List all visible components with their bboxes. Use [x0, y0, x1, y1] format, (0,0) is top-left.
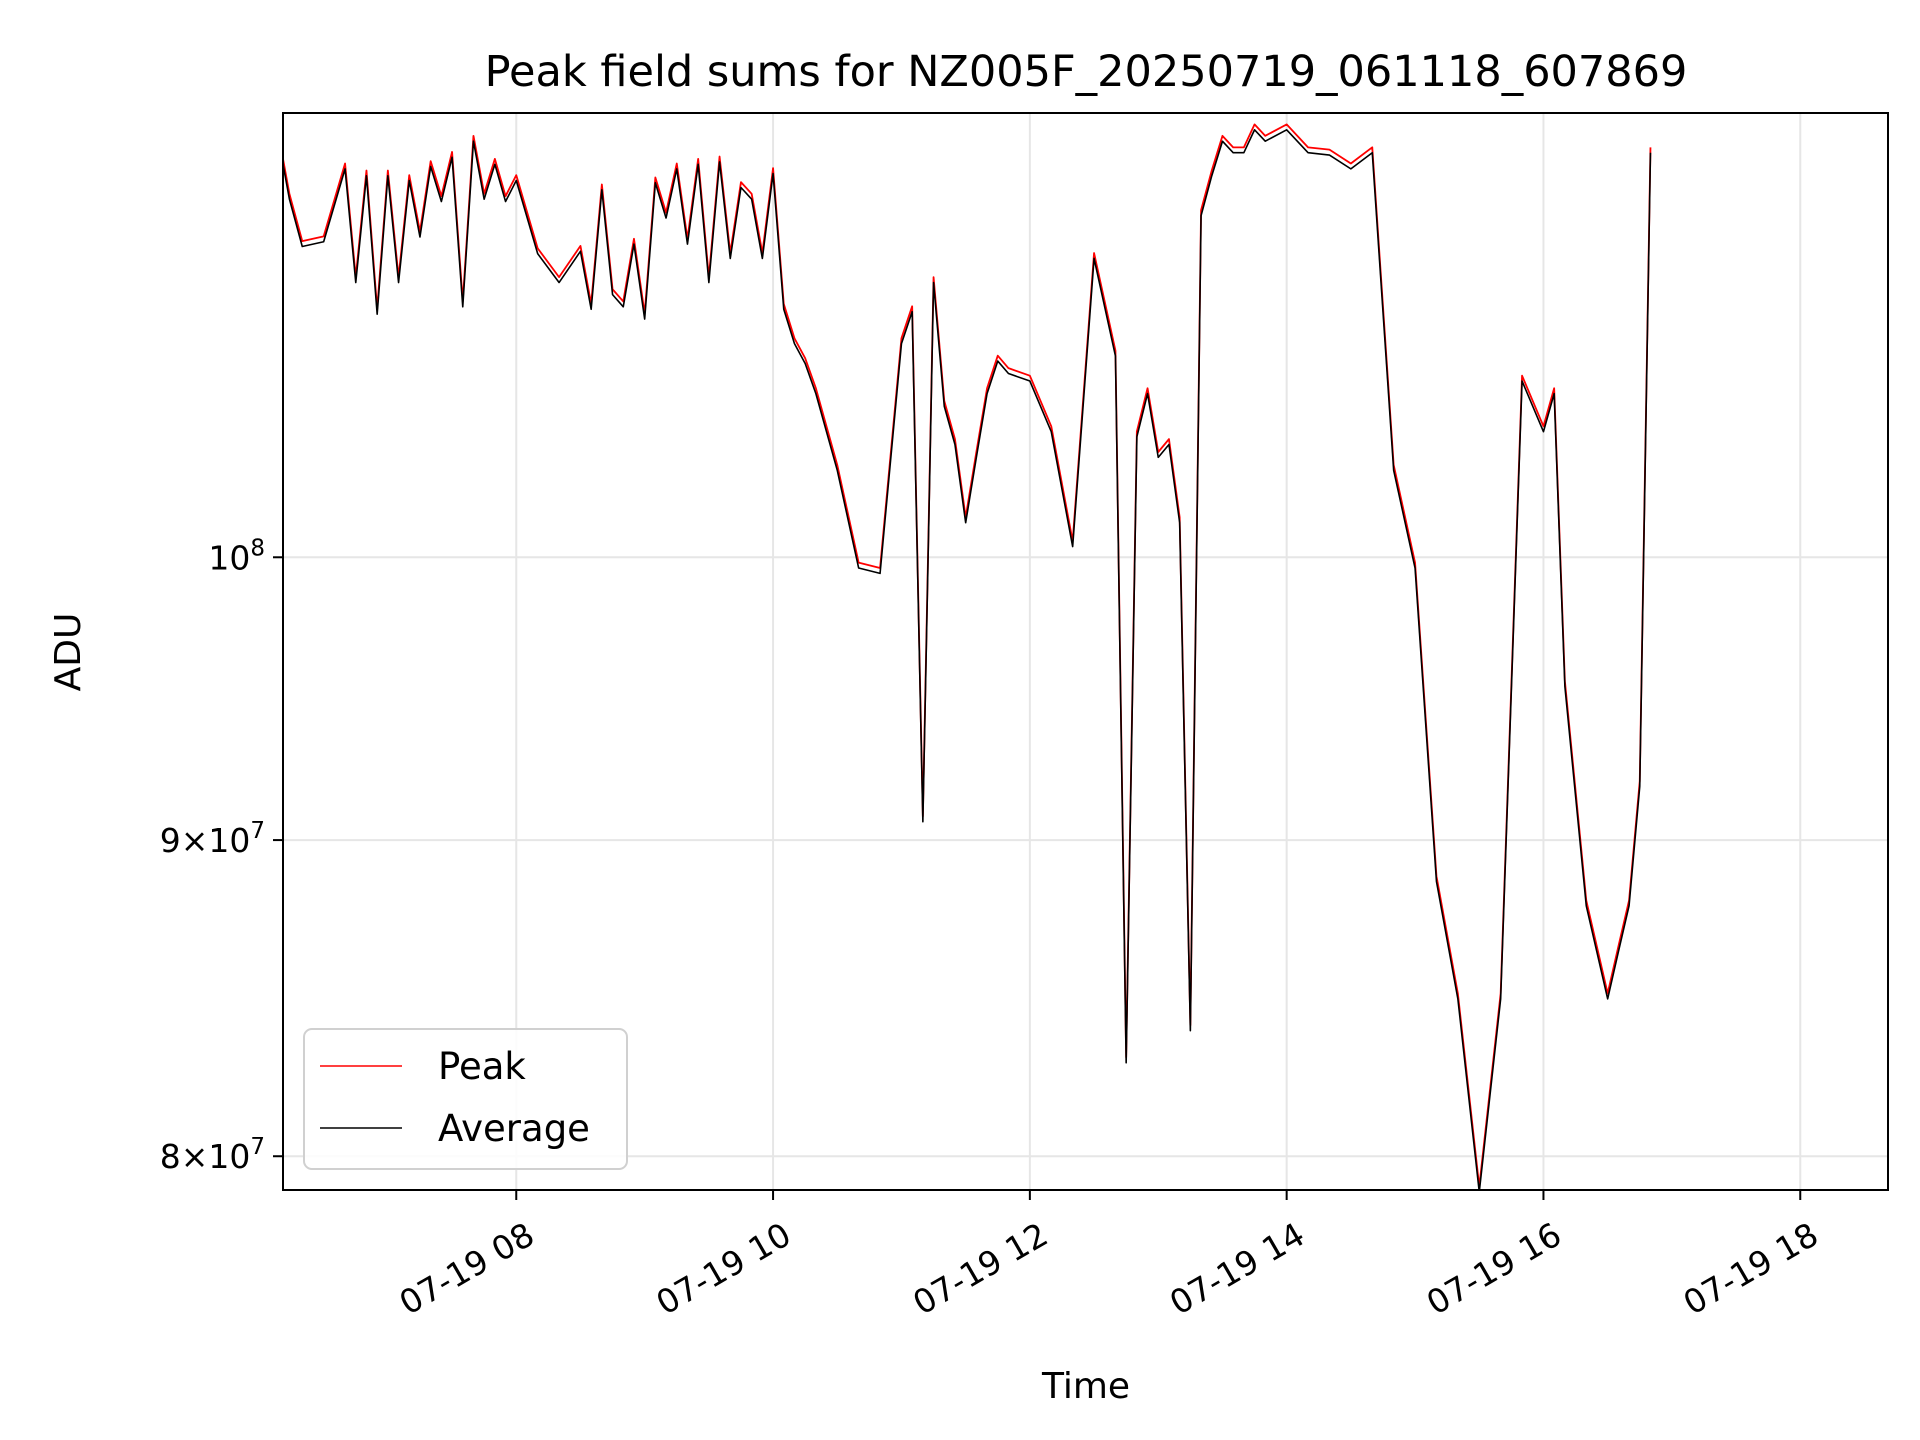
legend-box — [303, 1028, 628, 1170]
x-axis-title: Time — [1041, 1366, 1130, 1407]
chart-title: Peak field sums for NZ005F_20250719_0611… — [485, 47, 1688, 97]
legend-label-average: Average — [438, 1107, 590, 1150]
legend: Peak Average — [303, 1028, 628, 1170]
y-tick-label: 8×107 — [160, 1134, 265, 1176]
y-tick-label: 9×107 — [160, 818, 265, 860]
legend-label-peak: Peak — [438, 1045, 526, 1088]
plot-series — [283, 123, 1652, 1190]
y-axis: 8×107 9×107 108 — [160, 535, 283, 1176]
series-line-peak — [283, 123, 1652, 1188]
plot-frame — [282, 112, 1889, 1191]
y-axis-title: ADU — [48, 613, 89, 692]
series-line-average — [283, 128, 1652, 1190]
y-tick-label: 108 — [208, 535, 265, 577]
